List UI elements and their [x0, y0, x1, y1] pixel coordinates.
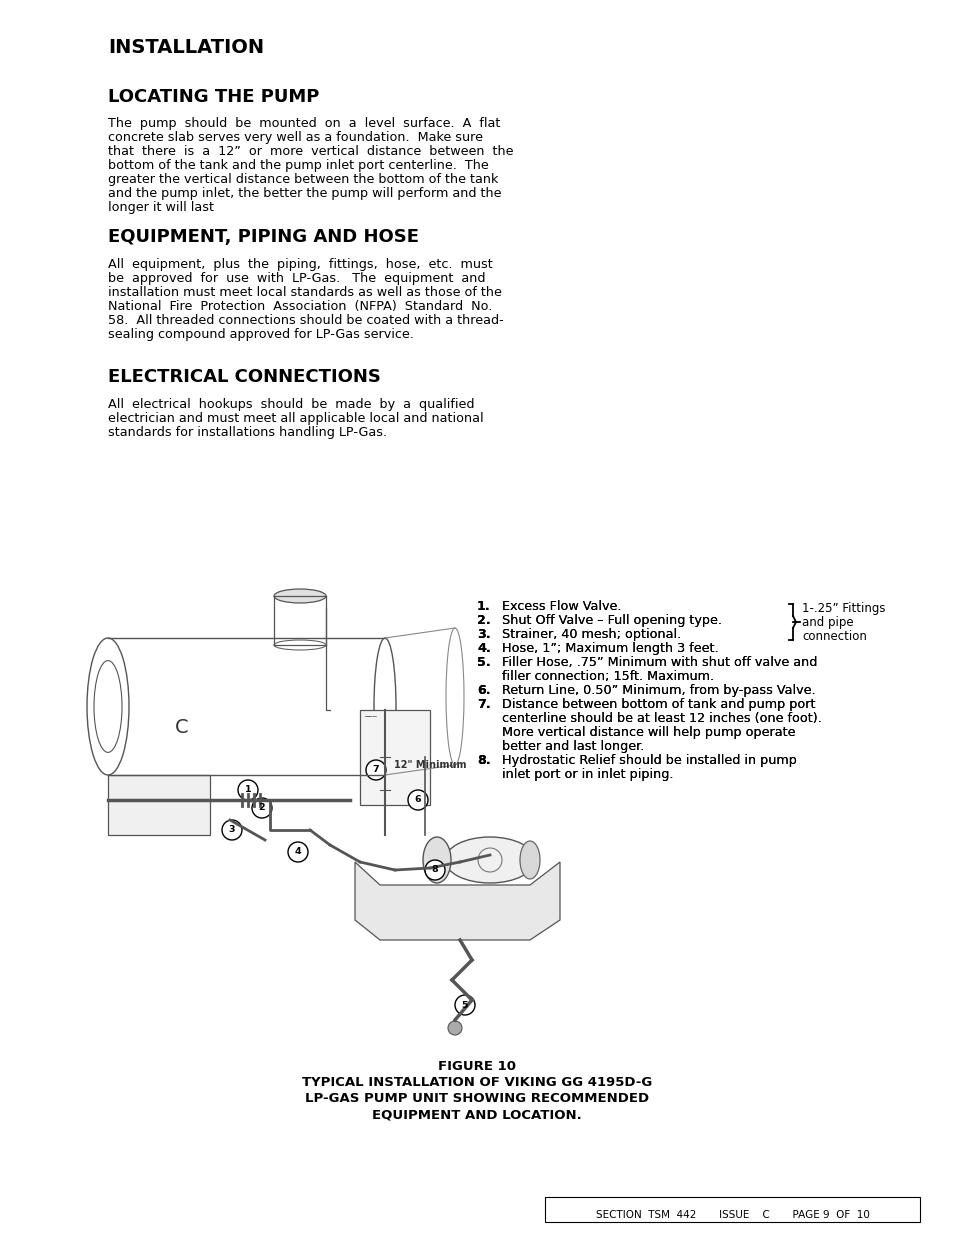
Text: 4.: 4.	[476, 642, 490, 655]
Text: 2.: 2.	[476, 614, 490, 627]
Text: 4.: 4.	[476, 642, 490, 655]
Text: filler connection; 15ft. Maximum.: filler connection; 15ft. Maximum.	[501, 671, 714, 683]
Text: electrician and must meet all applicable local and national: electrician and must meet all applicable…	[108, 412, 483, 425]
Text: inlet port or in inlet piping.: inlet port or in inlet piping.	[501, 768, 673, 781]
Text: 6.: 6.	[476, 684, 490, 697]
Text: FIGURE 10: FIGURE 10	[437, 1060, 516, 1073]
Text: More vertical distance will help pump operate: More vertical distance will help pump op…	[501, 726, 795, 739]
Text: 1.: 1.	[476, 600, 490, 613]
Ellipse shape	[274, 589, 326, 603]
Text: centerline should be at least 12 inches (one foot).: centerline should be at least 12 inches …	[501, 713, 821, 725]
Text: Hose, 1”; Maximum length 3 feet.: Hose, 1”; Maximum length 3 feet.	[501, 642, 718, 655]
Text: and pipe: and pipe	[801, 616, 853, 629]
Ellipse shape	[444, 837, 535, 883]
Text: EQUIPMENT, PIPING AND HOSE: EQUIPMENT, PIPING AND HOSE	[108, 228, 418, 246]
Text: Shut Off Valve – Full opening type.: Shut Off Valve – Full opening type.	[501, 614, 721, 627]
Text: 8: 8	[431, 866, 438, 874]
Text: 2.: 2.	[476, 614, 490, 627]
Text: Hydrostatic Relief should be installed in pump: Hydrostatic Relief should be installed i…	[501, 755, 796, 767]
Text: Filler Hose, .75” Minimum with shut off valve and: Filler Hose, .75” Minimum with shut off …	[501, 656, 817, 669]
Text: More vertical distance will help pump operate: More vertical distance will help pump op…	[501, 726, 795, 739]
Text: LOCATING THE PUMP: LOCATING THE PUMP	[108, 88, 319, 106]
Text: The  pump  should  be  mounted  on  a  level  surface.  A  flat: The pump should be mounted on a level su…	[108, 117, 500, 130]
Text: concrete slab serves very well as a foundation.  Make sure: concrete slab serves very well as a foun…	[108, 131, 482, 144]
Text: Excess Flow Valve.: Excess Flow Valve.	[501, 600, 620, 613]
Text: C: C	[174, 718, 189, 737]
Text: centerline should be at least 12 inches (one foot).: centerline should be at least 12 inches …	[501, 713, 821, 725]
Circle shape	[448, 1021, 461, 1035]
Text: 6: 6	[415, 795, 421, 804]
Text: ___: ___	[364, 708, 376, 718]
Ellipse shape	[519, 841, 539, 879]
Polygon shape	[359, 710, 430, 805]
Text: 7: 7	[373, 766, 379, 774]
Text: 8.: 8.	[476, 755, 490, 767]
Circle shape	[408, 790, 428, 810]
Text: 1-.25” Fittings: 1-.25” Fittings	[801, 601, 884, 615]
Text: be  approved  for  use  with  LP-Gas.   The  equipment  and: be approved for use with LP-Gas. The equ…	[108, 272, 485, 285]
Text: 7.: 7.	[476, 698, 490, 711]
Text: National  Fire  Protection  Association  (NFPA)  Standard  No.: National Fire Protection Association (NF…	[108, 300, 492, 312]
Text: bottom of the tank and the pump inlet port centerline.  The: bottom of the tank and the pump inlet po…	[108, 159, 488, 172]
Text: that  there  is  a  12”  or  more  vertical  distance  between  the: that there is a 12” or more vertical dis…	[108, 144, 513, 158]
Circle shape	[288, 842, 308, 862]
Text: better and last longer.: better and last longer.	[501, 740, 643, 753]
Text: Return Line, 0.50” Minimum, from by-pass Valve.: Return Line, 0.50” Minimum, from by-pass…	[501, 684, 815, 697]
Circle shape	[252, 798, 272, 818]
Text: Excess Flow Valve.: Excess Flow Valve.	[501, 600, 620, 613]
Polygon shape	[355, 862, 559, 940]
Text: EQUIPMENT AND LOCATION.: EQUIPMENT AND LOCATION.	[372, 1108, 581, 1121]
Text: better and last longer.: better and last longer.	[501, 740, 643, 753]
Text: Filler Hose, .75” Minimum with shut off valve and: Filler Hose, .75” Minimum with shut off …	[501, 656, 817, 669]
Text: Strainer, 40 mesh; optional.: Strainer, 40 mesh; optional.	[501, 629, 680, 641]
Text: Shut Off Valve – Full opening type.: Shut Off Valve – Full opening type.	[501, 614, 721, 627]
Circle shape	[424, 860, 444, 881]
Text: 2: 2	[258, 804, 265, 813]
Text: Distance between bottom of tank and pump port: Distance between bottom of tank and pump…	[501, 698, 815, 711]
Text: LP-GAS PUMP UNIT SHOWING RECOMMENDED: LP-GAS PUMP UNIT SHOWING RECOMMENDED	[305, 1092, 648, 1105]
Text: Hose, 1”; Maximum length 3 feet.: Hose, 1”; Maximum length 3 feet.	[501, 642, 718, 655]
Text: ELECTRICAL CONNECTIONS: ELECTRICAL CONNECTIONS	[108, 368, 380, 387]
Text: greater the vertical distance between the bottom of the tank: greater the vertical distance between th…	[108, 173, 497, 186]
Circle shape	[455, 995, 475, 1015]
Text: SECTION  TSM  442       ISSUE    C       PAGE 9  OF  10: SECTION TSM 442 ISSUE C PAGE 9 OF 10	[595, 1210, 868, 1220]
Ellipse shape	[422, 837, 451, 883]
Text: standards for installations handling LP-Gas.: standards for installations handling LP-…	[108, 426, 387, 438]
Text: and the pump inlet, the better the pump will perform and the: and the pump inlet, the better the pump …	[108, 186, 501, 200]
Text: 4: 4	[294, 847, 301, 857]
Text: All  electrical  hookups  should  be  made  by  a  qualified: All electrical hookups should be made by…	[108, 398, 474, 411]
Text: inlet port or in inlet piping.: inlet port or in inlet piping.	[501, 768, 673, 781]
Text: 8.: 8.	[476, 755, 490, 767]
Text: filler connection; 15ft. Maximum.: filler connection; 15ft. Maximum.	[501, 671, 714, 683]
Text: Return Line, 0.50” Minimum, from by-pass Valve.: Return Line, 0.50” Minimum, from by-pass…	[501, 684, 815, 697]
Circle shape	[366, 760, 386, 781]
Text: 5.: 5.	[476, 656, 490, 669]
Text: 7.: 7.	[476, 698, 490, 711]
Text: sealing compound approved for LP-Gas service.: sealing compound approved for LP-Gas ser…	[108, 329, 414, 341]
Text: 1.: 1.	[476, 600, 490, 613]
Text: 5.: 5.	[476, 656, 490, 669]
Text: 58.  All threaded connections should be coated with a thread-: 58. All threaded connections should be c…	[108, 314, 503, 327]
Polygon shape	[108, 776, 210, 835]
Text: All  equipment,  plus  the  piping,  fittings,  hose,  etc.  must: All equipment, plus the piping, fittings…	[108, 258, 493, 270]
Text: longer it will last: longer it will last	[108, 201, 213, 214]
Circle shape	[222, 820, 242, 840]
Text: installation must meet local standards as well as those of the: installation must meet local standards a…	[108, 287, 501, 299]
Text: Distance between bottom of tank and pump port: Distance between bottom of tank and pump…	[501, 698, 815, 711]
Text: 5: 5	[461, 1000, 468, 1009]
Text: TYPICAL INSTALLATION OF VIKING GG 4195D-G: TYPICAL INSTALLATION OF VIKING GG 4195D-…	[301, 1076, 652, 1089]
Text: 3.: 3.	[476, 629, 490, 641]
Text: 3.: 3.	[476, 629, 490, 641]
Text: 12" Minimum: 12" Minimum	[394, 760, 466, 769]
Text: 6.: 6.	[476, 684, 490, 697]
Text: 1: 1	[244, 785, 251, 794]
Text: Hydrostatic Relief should be installed in pump: Hydrostatic Relief should be installed i…	[501, 755, 796, 767]
Circle shape	[237, 781, 257, 800]
Text: 3: 3	[229, 825, 235, 835]
Text: Strainer, 40 mesh; optional.: Strainer, 40 mesh; optional.	[501, 629, 680, 641]
Text: connection: connection	[801, 630, 866, 643]
Text: INSTALLATION: INSTALLATION	[108, 38, 264, 57]
